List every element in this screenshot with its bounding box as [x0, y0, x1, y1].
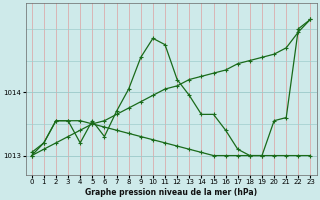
- X-axis label: Graphe pression niveau de la mer (hPa): Graphe pression niveau de la mer (hPa): [85, 188, 257, 197]
